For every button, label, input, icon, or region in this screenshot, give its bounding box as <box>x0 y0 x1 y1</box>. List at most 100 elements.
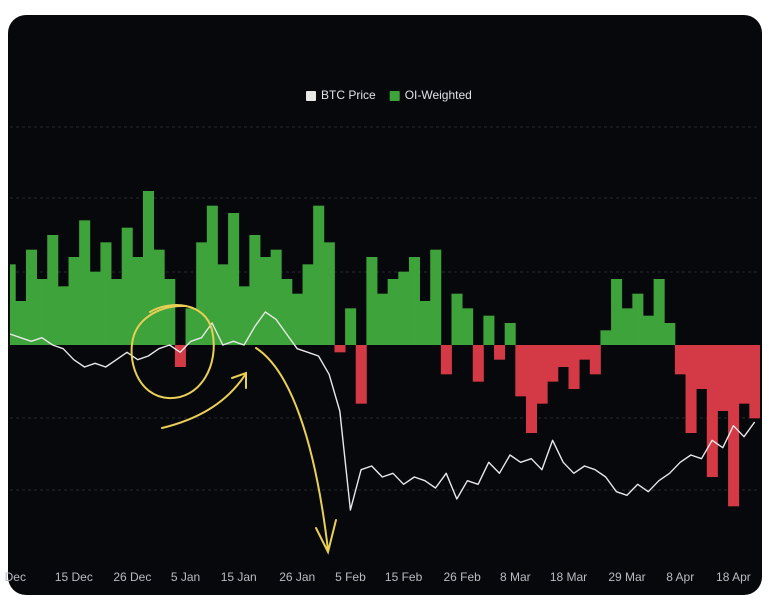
bar <box>25 249 37 345</box>
bar <box>196 242 208 345</box>
bar <box>377 293 389 345</box>
bar <box>228 213 240 345</box>
bar <box>494 345 506 360</box>
legend-label: BTC Price <box>321 88 376 102</box>
bar <box>302 264 314 345</box>
x-tick-label: 26 Dec <box>113 570 151 584</box>
bar <box>47 235 59 345</box>
bar <box>419 301 431 345</box>
bar <box>387 279 399 345</box>
bar <box>217 264 229 345</box>
bar <box>15 301 27 345</box>
bar <box>249 235 261 345</box>
bar <box>68 257 80 345</box>
bar <box>706 345 718 477</box>
bar <box>632 293 644 345</box>
legend-swatch <box>306 91 316 101</box>
x-tick-label: 5 Feb <box>335 570 366 584</box>
bar <box>260 257 272 345</box>
legend: BTC Price OI-Weighted <box>306 88 472 102</box>
bar <box>142 191 155 345</box>
price-line <box>10 311 756 511</box>
bar <box>749 345 760 419</box>
annotation-arrowhead <box>315 519 337 555</box>
legend-swatch <box>389 91 400 101</box>
x-tick-label: 15 Feb <box>385 570 423 584</box>
bar <box>132 257 144 345</box>
bar <box>557 345 569 367</box>
bar <box>398 271 410 345</box>
bar <box>685 345 697 433</box>
bar <box>366 257 378 345</box>
bar <box>696 345 708 389</box>
lines <box>10 311 756 511</box>
bar <box>121 227 133 345</box>
bar <box>674 345 686 375</box>
annotation-arrow <box>255 347 329 551</box>
bar <box>57 286 69 345</box>
x-tick-label: 5 Jan <box>171 570 200 584</box>
bar <box>10 264 16 345</box>
x-tick-label: 15 Jan <box>221 570 257 584</box>
annotations <box>130 304 337 555</box>
bar <box>515 345 527 397</box>
bar <box>440 345 452 375</box>
bar <box>100 242 112 345</box>
bar <box>408 257 420 345</box>
bar <box>589 345 601 375</box>
x-tick-label: 26 Jan <box>279 570 315 584</box>
bar <box>642 315 655 345</box>
x-tick-label: 8 Mar <box>500 570 531 584</box>
bar <box>653 279 665 345</box>
bar <box>238 286 250 345</box>
bar <box>36 279 48 345</box>
bar <box>717 345 729 411</box>
bar <box>611 279 623 345</box>
bar <box>621 308 633 345</box>
x-tick-label: Dec <box>5 570 26 584</box>
bar <box>79 220 91 345</box>
grid <box>10 126 760 491</box>
bar <box>568 345 580 389</box>
bar <box>164 279 176 345</box>
bar <box>600 330 612 345</box>
bar <box>313 205 325 345</box>
x-tick-label: 26 Feb <box>443 570 481 584</box>
x-tick-label: 8 Apr <box>666 570 694 584</box>
bar <box>334 345 346 353</box>
bar <box>451 293 463 345</box>
bar <box>579 345 591 360</box>
bar <box>270 249 282 345</box>
bar <box>504 323 516 345</box>
bar <box>111 279 123 345</box>
bar <box>472 345 484 382</box>
annotation-arrowhead <box>231 371 247 389</box>
bar <box>462 308 474 345</box>
annotation-arrow <box>161 374 246 429</box>
bar <box>525 345 537 433</box>
bar <box>291 293 303 345</box>
annotation-circle <box>130 304 215 400</box>
bars <box>10 191 760 507</box>
bar <box>153 249 165 345</box>
bar <box>355 345 367 404</box>
x-axis: Dec 15 Dec 26 Dec 5 Jan 15 Jan 26 Jan 5 Feb 15 … <box>5 570 751 584</box>
bar <box>206 205 218 345</box>
bar <box>547 345 559 382</box>
bar <box>185 308 197 345</box>
bar <box>281 279 293 345</box>
bar <box>323 242 335 345</box>
x-tick-label: 29 Mar <box>608 570 645 584</box>
bar <box>664 323 676 345</box>
x-tick-label: 15 Dec <box>55 570 93 584</box>
x-tick-label: 18 Mar <box>550 570 587 584</box>
bar <box>430 249 442 345</box>
bar <box>89 271 101 345</box>
legend-label: OI-Weighted <box>405 88 472 102</box>
bar <box>483 315 495 345</box>
bar <box>345 308 357 345</box>
x-tick-label: 18 Apr <box>716 570 751 584</box>
bar <box>738 345 750 404</box>
